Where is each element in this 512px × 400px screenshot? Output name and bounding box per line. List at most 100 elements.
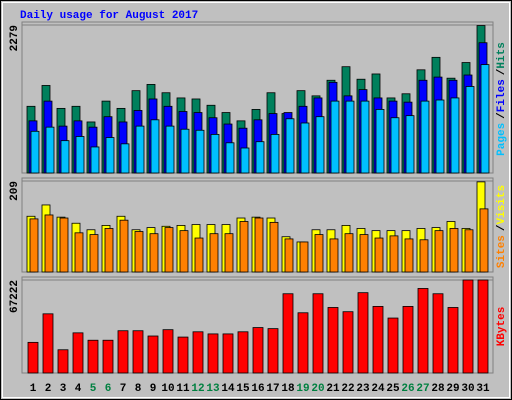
bar [162, 329, 174, 374]
bar [30, 130, 40, 174]
bar [195, 129, 205, 174]
x-tick-label: 27 [416, 383, 429, 395]
bar [449, 228, 459, 273]
bar [237, 331, 249, 374]
bar [312, 293, 324, 374]
bar [269, 221, 279, 273]
bar [164, 227, 174, 273]
bar [447, 307, 459, 374]
bar [267, 328, 279, 374]
legend-entry: Sites [496, 235, 508, 268]
bar [119, 219, 129, 273]
bar [462, 279, 474, 374]
bar [329, 238, 339, 273]
x-tick-label: 5 [90, 383, 97, 395]
legend-entry: Hits [496, 42, 508, 68]
x-tick-label: 10 [161, 383, 174, 395]
bar [285, 118, 295, 174]
x-tick-label: 23 [356, 383, 370, 395]
bar [177, 336, 189, 374]
legend-entry: KBytes [496, 307, 508, 347]
bar [224, 233, 234, 273]
bar [254, 217, 264, 273]
bar [239, 221, 249, 273]
bar [72, 332, 84, 374]
x-tick-label: 26 [401, 383, 414, 395]
bar [282, 293, 294, 374]
x-tick-label: 9 [150, 383, 157, 395]
x-tick-label: 11 [176, 383, 190, 395]
x-tick-label: 2 [45, 383, 52, 395]
bar [104, 228, 114, 273]
bar [434, 230, 444, 273]
legend-entry: Pages [496, 123, 508, 156]
bar [59, 217, 69, 273]
bar [255, 141, 265, 174]
bar [135, 125, 145, 174]
x-tick-label: 25 [386, 383, 400, 395]
bar [194, 237, 204, 273]
bar [42, 313, 54, 374]
bar [464, 229, 474, 273]
bar [90, 146, 100, 174]
bar [179, 230, 189, 273]
chart-title: Daily usage for August 2017 [20, 10, 198, 22]
x-tick-label: 30 [461, 383, 474, 395]
x-tick-label: 6 [105, 383, 112, 395]
bar [432, 293, 444, 374]
bar [327, 307, 339, 374]
bar [180, 128, 190, 174]
bar [45, 126, 55, 174]
bar [435, 99, 445, 174]
x-tick-label: 29 [446, 383, 459, 395]
bar [389, 235, 399, 273]
bar [117, 330, 129, 374]
bar [344, 233, 354, 273]
bar [132, 330, 144, 374]
bar [134, 231, 144, 273]
bar [330, 100, 340, 174]
bar [102, 339, 114, 374]
bar [149, 233, 159, 273]
bar [29, 218, 39, 273]
x-tick-label: 19 [296, 383, 309, 395]
bar [105, 137, 115, 174]
bar [222, 333, 234, 374]
x-tick-label: 3 [60, 383, 67, 395]
x-tick-label: 18 [281, 383, 295, 395]
bar [314, 234, 324, 273]
bar [150, 119, 160, 174]
x-tick-label: 15 [236, 383, 250, 395]
bar [147, 335, 159, 374]
bar [357, 292, 369, 374]
y-tick-label: 209 [9, 181, 21, 201]
bar [252, 327, 264, 374]
x-tick-label: 28 [431, 383, 445, 395]
bar [477, 279, 489, 374]
bar [60, 140, 70, 174]
x-tick-label: 14 [221, 383, 235, 395]
bar [374, 237, 384, 273]
bar [417, 288, 429, 374]
x-tick-label: 17 [266, 383, 279, 395]
bar [207, 333, 219, 374]
x-tick-label: 8 [135, 383, 142, 395]
legend-separator: / [496, 68, 508, 75]
bar [209, 233, 219, 273]
bar [360, 100, 370, 174]
bar [359, 234, 369, 273]
bar [405, 115, 415, 174]
y-tick-label: 67222 [9, 280, 21, 313]
bar [419, 239, 429, 273]
y-tick-label: 2279 [9, 25, 21, 51]
bar [465, 86, 475, 174]
bar [480, 64, 490, 174]
bar [210, 134, 220, 174]
x-tick-label: 16 [251, 383, 264, 395]
bar [479, 208, 489, 273]
bar [75, 136, 85, 174]
bar [372, 306, 384, 374]
legend-entry: Visits [496, 185, 508, 225]
